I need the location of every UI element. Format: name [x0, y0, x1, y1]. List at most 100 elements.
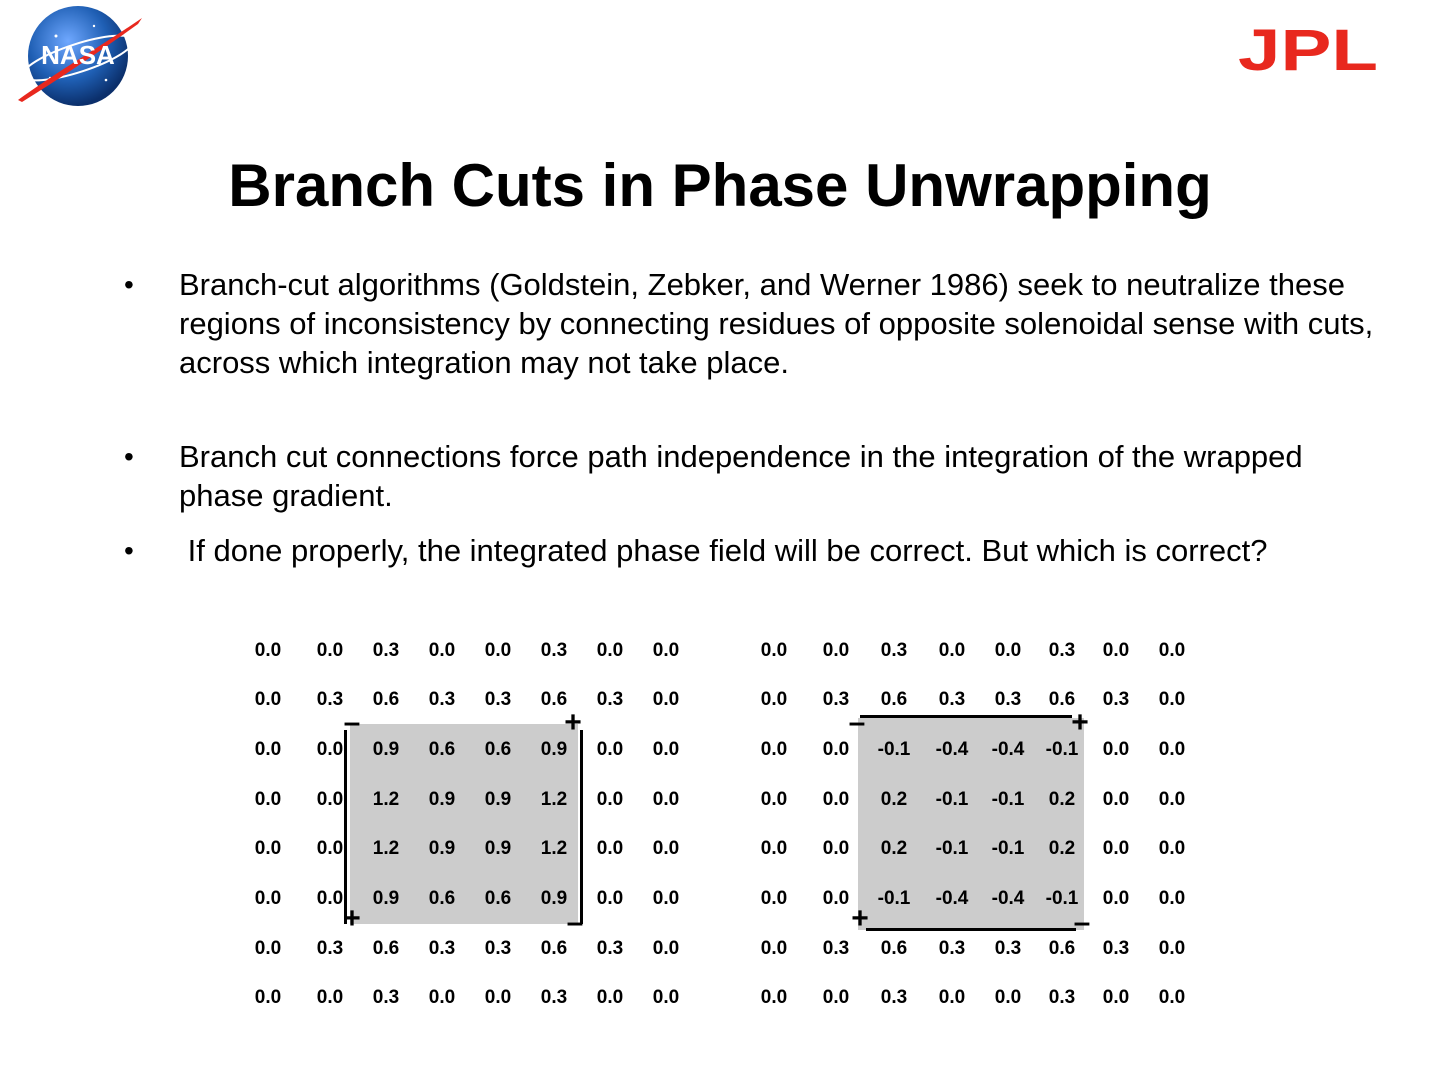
matrix-cell: 0.3 [880, 640, 908, 661]
matrix-cell: 0.0 [760, 888, 788, 909]
matrix-cell: 0.0 [254, 789, 282, 810]
matrix-cell: 0.0 [484, 987, 512, 1008]
residue-sign-top-right: + [1071, 706, 1089, 739]
matrix-cell: 0.6 [880, 938, 908, 959]
jpl-logo-text: JPL [1238, 24, 1378, 74]
matrix-cell: 0.3 [428, 689, 456, 710]
matrix-cell: 0.3 [316, 689, 344, 710]
inner-region-shade [350, 724, 578, 924]
matrix-cell: 0.9 [372, 888, 400, 909]
matrix-cell: 0.3 [540, 640, 568, 661]
matrix-cell: 0.3 [596, 689, 624, 710]
nasa-logo: NASA [18, 6, 142, 106]
matrix-cell: 0.3 [372, 640, 400, 661]
branch-cut-right [580, 730, 583, 924]
matrix-cell: 0.3 [938, 938, 966, 959]
inner-region-shade [858, 718, 1084, 930]
matrix-cell: 0.3 [994, 689, 1022, 710]
matrix-cell: 0.0 [316, 739, 344, 760]
matrix-cell: 0.0 [1102, 640, 1130, 661]
matrix-cell: 0.0 [938, 987, 966, 1008]
matrix-cell: 0.0 [254, 888, 282, 909]
matrix-cell: -0.1 [877, 739, 911, 760]
matrix-cell: 0.0 [484, 640, 512, 661]
matrix-cell: 0.0 [822, 789, 850, 810]
slide-title: Branch Cuts in Phase Unwrapping [228, 152, 1212, 219]
matrix-cell: 0.0 [652, 640, 680, 661]
matrix-cell: 0.3 [596, 938, 624, 959]
matrix-cell: -0.4 [991, 888, 1025, 909]
matrix-cell: 0.0 [760, 739, 788, 760]
matrix-cell: 0.2 [1048, 838, 1076, 859]
matrix-cell: 0.0 [1158, 640, 1186, 661]
matrix-cell: -0.4 [991, 739, 1025, 760]
residue-sign-bottom-left: + [851, 902, 869, 935]
matrix-cell: 0.0 [652, 888, 680, 909]
matrix-cell: 0.0 [994, 987, 1022, 1008]
matrix-cell: 0.0 [254, 689, 282, 710]
matrix-cell: 0.0 [994, 640, 1022, 661]
matrix-cell: 0.0 [254, 739, 282, 760]
bullet-marker: • [124, 269, 134, 300]
matrix-cell: 0.6 [372, 938, 400, 959]
matrix-cell: -0.4 [935, 888, 969, 909]
bullet-item-2: Branch cut connections force path indepe… [179, 439, 1312, 513]
matrix-cell: 0.3 [484, 689, 512, 710]
matrix-cell: 0.0 [760, 838, 788, 859]
matrix-cell: 0.0 [428, 640, 456, 661]
bullet-item-1: Branch-cut algorithms (Goldstein, Zebker… [179, 267, 1382, 380]
matrix-cell: 0.9 [428, 838, 456, 859]
matrix-cell: 0.0 [428, 987, 456, 1008]
matrix-cell: 0.0 [316, 838, 344, 859]
matrix-cell: 0.3 [372, 987, 400, 1008]
branch-cut-top [860, 715, 1072, 718]
matrix-cell: 0.2 [880, 789, 908, 810]
matrix-cell: 0.0 [652, 789, 680, 810]
matrix-cell: 0.0 [1158, 739, 1186, 760]
matrix-cell: 0.3 [822, 938, 850, 959]
matrix-cell: 0.0 [316, 888, 344, 909]
matrix-cell: 1.2 [372, 838, 400, 859]
matrix-cell: 0.9 [372, 739, 400, 760]
matrix-cell: 0.6 [372, 689, 400, 710]
matrix-cell: 0.0 [596, 739, 624, 760]
matrix-cell: 0.2 [880, 838, 908, 859]
matrix-cell: 0.0 [938, 640, 966, 661]
matrix-cell: 0.0 [652, 838, 680, 859]
matrix-cell: 0.0 [1102, 888, 1130, 909]
matrix-cell: 0.3 [822, 689, 850, 710]
matrix-cell: 0.6 [484, 739, 512, 760]
matrix-cell: 0.0 [652, 987, 680, 1008]
matrix-cell: 0.0 [1158, 987, 1186, 1008]
matrix-cell: -0.1 [991, 789, 1025, 810]
matrix-cell: 0.0 [254, 938, 282, 959]
matrix-cell: 0.9 [484, 838, 512, 859]
matrix-cell: 0.0 [254, 838, 282, 859]
matrix-cell: 0.6 [540, 689, 568, 710]
matrix-cell: 0.0 [254, 987, 282, 1008]
matrix-cell: 0.0 [822, 838, 850, 859]
matrix-cell: 0.6 [1048, 938, 1076, 959]
matrix-cell: 0.0 [1102, 838, 1130, 859]
matrix-cell: 0.0 [822, 640, 850, 661]
matrix-cell: 0.3 [1102, 938, 1130, 959]
matrix-cell: 0.0 [596, 888, 624, 909]
matrix-cell: 0.2 [1048, 789, 1076, 810]
residue-sign-bottom-right: – [566, 906, 584, 939]
matrix-cell: 0.0 [652, 689, 680, 710]
matrix-cell: 0.6 [428, 739, 456, 760]
matrix-cell: 1.2 [372, 789, 400, 810]
matrix-cell: 0.0 [822, 888, 850, 909]
matrix-cell: 0.3 [1048, 640, 1076, 661]
residue-sign-bottom-left: + [343, 902, 361, 935]
matrix-cell: 0.0 [652, 938, 680, 959]
matrix-cell: 0.3 [938, 689, 966, 710]
matrix-cell: 0.0 [1158, 689, 1186, 710]
matrix-cell: 0.0 [1158, 938, 1186, 959]
matrix-cell: 0.0 [1158, 888, 1186, 909]
matrix-cell: 0.0 [760, 689, 788, 710]
matrix-cell: 0.0 [596, 987, 624, 1008]
matrix-cell: 0.0 [1102, 987, 1130, 1008]
jpl-logo: JPL [1238, 24, 1378, 74]
nasa-logo-text: NASA [41, 40, 115, 70]
